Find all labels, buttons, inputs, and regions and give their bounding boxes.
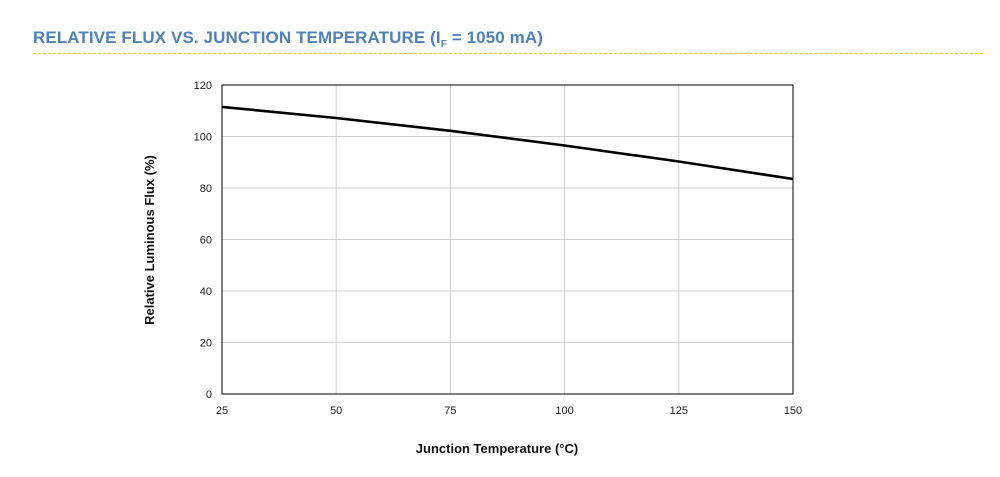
y-tick-label: 60	[200, 235, 212, 247]
flux-series-line	[221, 105, 794, 181]
y-tick-label: 100	[194, 132, 212, 144]
chart-header: RELATIVE FLUX VS. JUNCTION TEMPERATURE (…	[33, 28, 983, 50]
series-layer	[221, 105, 794, 181]
x-tick-label: 25	[216, 405, 228, 417]
y-tick-label: 20	[200, 338, 212, 350]
grid-layer	[222, 85, 793, 394]
x-tick-label: 50	[330, 405, 342, 417]
chart-title: RELATIVE FLUX VS. JUNCTION TEMPERATURE (…	[33, 28, 544, 50]
y-tick-label: 120	[194, 80, 212, 92]
x-axis-title: Junction Temperature (°C)	[416, 441, 578, 456]
x-tick-label: 75	[444, 405, 456, 417]
plot-frame	[221, 84, 794, 395]
y-tick-label: 0	[206, 389, 212, 401]
x-tick-label: 125	[670, 405, 688, 417]
tick-layer: 25 50 75 100 125 150 0 20 40 60 80 100 120	[194, 80, 803, 417]
y-tick-label: 80	[200, 183, 212, 195]
title-divider	[33, 53, 983, 54]
x-tick-label: 100	[555, 405, 573, 417]
x-tick-label: 150	[784, 405, 802, 417]
y-tick-label: 40	[200, 286, 212, 298]
y-axis-title: Relative Luminous Flux (%)	[142, 155, 157, 325]
